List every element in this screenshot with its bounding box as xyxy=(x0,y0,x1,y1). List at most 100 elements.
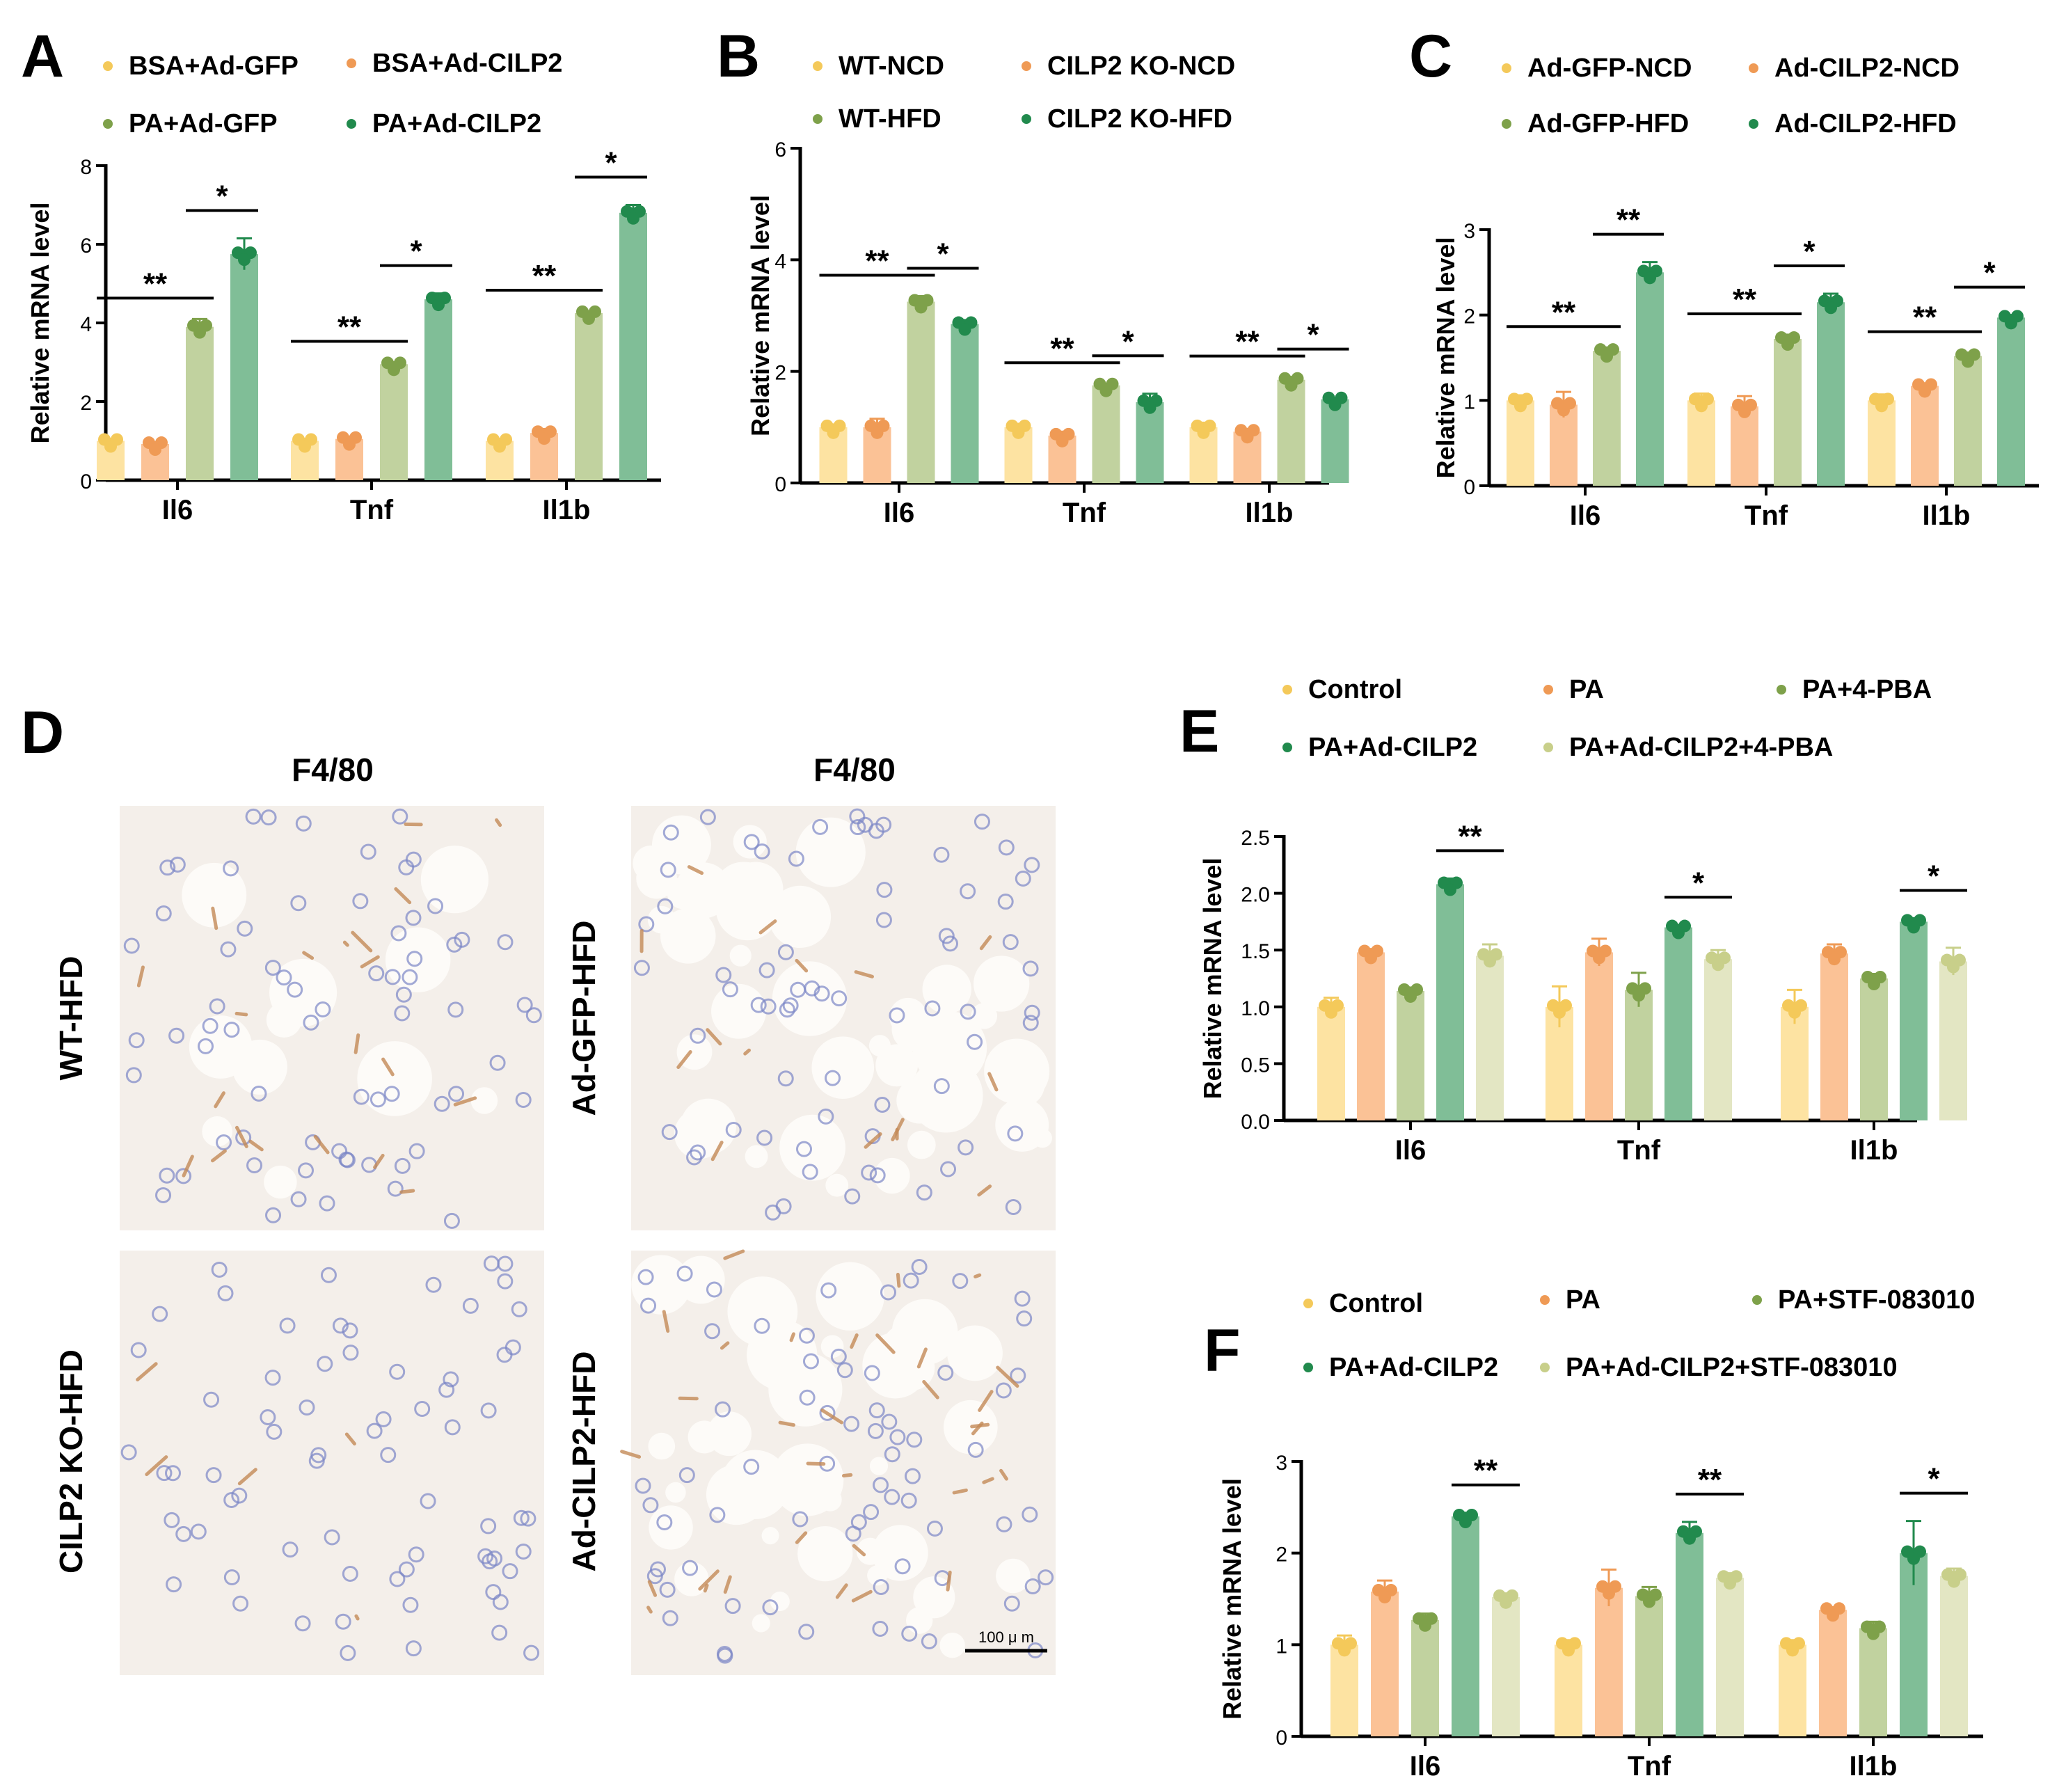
bar xyxy=(1774,339,1802,486)
nucleus xyxy=(434,1095,450,1112)
significance-label: ** xyxy=(143,267,168,301)
nucleus xyxy=(1002,934,1019,951)
lipid-vacuole xyxy=(909,1058,983,1133)
nucleus xyxy=(790,981,807,998)
legend-marker xyxy=(103,61,113,71)
lipid-vacuole xyxy=(916,1080,937,1101)
nucleus xyxy=(997,894,1014,910)
nucleus xyxy=(370,1091,386,1108)
data-point xyxy=(1514,399,1527,413)
bar xyxy=(907,301,935,483)
lipid-vacuole xyxy=(680,1098,737,1155)
nucleus xyxy=(405,1640,422,1657)
nucleus xyxy=(889,1429,906,1445)
nucleus xyxy=(342,1322,358,1339)
f480-stain xyxy=(706,1028,722,1046)
f480-stain xyxy=(662,1310,670,1333)
nucleus xyxy=(1015,870,1031,887)
bar xyxy=(1859,1628,1887,1736)
stain-title: F4/80 xyxy=(292,752,374,788)
nucleus xyxy=(960,1004,976,1020)
y-tick-label: 6 xyxy=(80,235,92,257)
nucleus xyxy=(1016,1310,1033,1327)
bar xyxy=(575,312,603,480)
nucleus xyxy=(722,981,738,998)
lipid-vacuole xyxy=(816,1262,884,1331)
bar xyxy=(1716,1578,1744,1736)
data-point xyxy=(1099,384,1113,397)
nucleus xyxy=(889,1007,905,1024)
nucleus xyxy=(802,1353,819,1370)
nucleus xyxy=(319,1195,335,1212)
f480-stain xyxy=(971,1421,984,1436)
data-point xyxy=(1962,355,1974,368)
lipid-vacuole xyxy=(971,1003,998,1029)
nucleus xyxy=(287,981,303,998)
nucleus xyxy=(704,1323,721,1340)
y-tick-label: 2 xyxy=(1276,1544,1287,1567)
chart-panel-c: C Ad-GFP-NCD Ad-CILP2-NCD Ad-GFP-HFD Ad-CILP… xyxy=(1409,23,2039,531)
nucleus xyxy=(317,1356,333,1372)
nucleus xyxy=(398,859,415,875)
legend-label: Ad-GFP-HFD xyxy=(1527,109,1689,138)
nucleus xyxy=(819,1404,836,1421)
x-tick-label: Tnf xyxy=(1745,500,1788,531)
lipid-vacuole xyxy=(875,1044,918,1087)
f480-stain xyxy=(620,1450,642,1459)
significance-label: * xyxy=(1928,1462,1940,1496)
nucleus xyxy=(843,1416,860,1432)
f480-stain xyxy=(399,1189,415,1194)
data-point xyxy=(1557,404,1570,417)
nucleus xyxy=(1007,1125,1024,1142)
f480-stain xyxy=(145,1455,168,1477)
significance-label: ** xyxy=(1913,301,1937,335)
y-tick-label: 8 xyxy=(80,156,92,179)
data-point xyxy=(432,299,445,312)
nucleus xyxy=(967,1033,983,1050)
nucleus xyxy=(251,1085,267,1102)
nucleus xyxy=(489,1054,506,1071)
nucleus xyxy=(216,1134,232,1151)
nucleus xyxy=(389,1571,406,1587)
nucleus xyxy=(448,1086,465,1102)
f480-stain xyxy=(996,1365,1019,1388)
x-tick-label: Il6 xyxy=(1395,1135,1426,1166)
legend-label: PA+Ad-CILP2+4-PBA xyxy=(1569,733,1833,762)
row-label: Ad-CILP2-HFD xyxy=(566,1351,602,1572)
data-point xyxy=(1404,990,1417,1003)
legend-marker xyxy=(1749,63,1758,73)
bar xyxy=(1860,978,1888,1120)
f480-stain xyxy=(136,965,145,988)
bar xyxy=(1593,351,1621,486)
f480-stain xyxy=(710,1141,724,1161)
micrograph-tile: Ad-CILP2-HFD xyxy=(566,1249,1056,1675)
f480-stain xyxy=(758,919,777,935)
nucleus xyxy=(640,1297,657,1314)
nucleus xyxy=(290,1191,307,1207)
data-point xyxy=(1788,1006,1801,1019)
y-tick-label: 2.0 xyxy=(1241,884,1270,907)
nucleus xyxy=(260,1409,276,1425)
nucleus xyxy=(715,967,732,983)
f480-stain xyxy=(360,955,380,969)
lipid-vacuole xyxy=(770,1592,790,1612)
nucleus xyxy=(754,843,770,860)
x-tick-label: Il1b xyxy=(1850,1135,1898,1166)
nucleus xyxy=(525,1007,542,1024)
data-point xyxy=(582,312,595,325)
y-tick-label: 0.5 xyxy=(1241,1054,1270,1077)
data-point xyxy=(1868,978,1880,990)
f480-stain xyxy=(302,951,315,960)
data-point xyxy=(1285,379,1298,392)
f480-stain xyxy=(946,1570,952,1592)
nucleus xyxy=(777,1070,794,1087)
bar xyxy=(1664,927,1692,1120)
f480-stain xyxy=(854,970,874,978)
f480-stain xyxy=(978,1390,994,1412)
nucleus xyxy=(523,1644,540,1661)
nucleus xyxy=(903,1272,919,1289)
nucleus xyxy=(830,1348,847,1365)
nucleus xyxy=(792,1511,809,1528)
legend-label: PA+STF-083010 xyxy=(1778,1285,1975,1315)
